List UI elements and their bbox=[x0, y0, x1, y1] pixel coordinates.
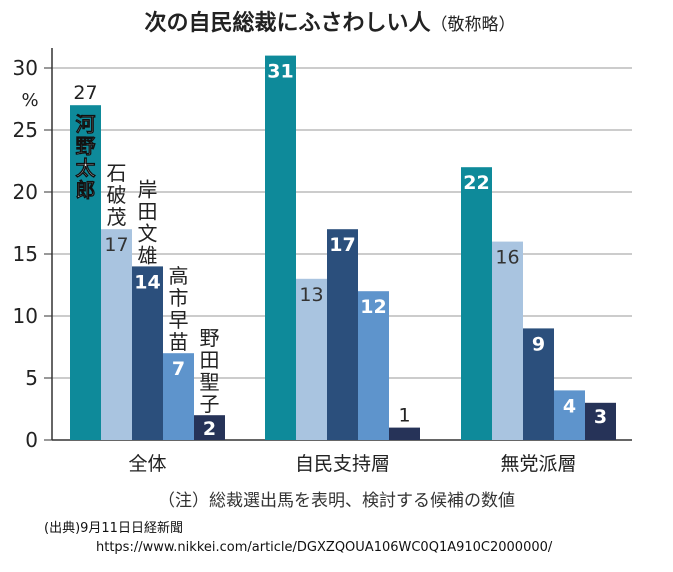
y-tick-label: 25 bbox=[13, 118, 38, 142]
series-name-char: 早 bbox=[169, 308, 189, 332]
data-label: 27 bbox=[73, 82, 97, 104]
data-label: 3 bbox=[594, 406, 607, 428]
y-tick-label: 30 bbox=[13, 56, 38, 80]
y-tick-label: 10 bbox=[13, 304, 38, 328]
x-tick-label: 全体 bbox=[128, 453, 166, 475]
series-name-char: 文 bbox=[138, 221, 158, 245]
bar bbox=[554, 390, 585, 440]
series-name-char: 田 bbox=[200, 348, 220, 372]
bar bbox=[163, 353, 194, 440]
series-name-char: 聖 bbox=[200, 370, 220, 394]
bar bbox=[132, 266, 163, 440]
data-label: 7 bbox=[172, 358, 185, 380]
chart-title-main: 次の自民総裁にふさわしい人 bbox=[144, 10, 430, 36]
series-name-char: 茂 bbox=[107, 205, 127, 229]
chart-title: 次の自民総裁にふさわしい人（敬称略） bbox=[144, 10, 515, 36]
data-label: 1 bbox=[398, 405, 410, 427]
bar bbox=[523, 328, 554, 440]
series-name-char: 苗 bbox=[169, 330, 189, 354]
bar bbox=[585, 402, 616, 440]
data-label: 31 bbox=[267, 61, 293, 83]
data-label: 22 bbox=[463, 172, 489, 194]
series-name-char: 田 bbox=[138, 199, 158, 223]
x-tick-label: 無党派層 bbox=[500, 453, 576, 475]
data-label: 9 bbox=[532, 333, 545, 355]
chart-note: （注）総裁選出馬を表明、検討する候補の数値 bbox=[158, 491, 515, 511]
y-tick-label: 20 bbox=[13, 180, 38, 204]
data-label: 13 bbox=[299, 284, 323, 306]
series-name-char: 野 bbox=[76, 134, 96, 158]
x-tick-label: 自民支持層 bbox=[295, 453, 390, 475]
y-tick-label: 15 bbox=[13, 242, 38, 266]
bar bbox=[265, 55, 296, 440]
bar bbox=[327, 229, 358, 440]
y-tick-label: 5 bbox=[25, 366, 38, 390]
series-name-label: 石破茂 bbox=[107, 161, 127, 229]
chart-title-suffix: （敬称略） bbox=[431, 15, 516, 35]
series-name-char: 野 bbox=[200, 326, 220, 350]
data-label: 2 bbox=[203, 418, 216, 440]
data-label: 17 bbox=[329, 234, 355, 256]
source-url[interactable]: https://www.nikkei.com/article/DGXZQOUA1… bbox=[96, 540, 553, 555]
data-label: 17 bbox=[104, 234, 128, 256]
data-label: 12 bbox=[360, 296, 386, 318]
series-name-char: 高 bbox=[169, 264, 189, 288]
series-name-char: 子 bbox=[200, 392, 220, 416]
bar bbox=[296, 278, 327, 440]
bar bbox=[389, 427, 420, 440]
bar bbox=[358, 291, 389, 440]
series-name-char: 太 bbox=[76, 156, 97, 180]
y-axis-unit: % bbox=[21, 90, 38, 111]
bar bbox=[70, 105, 101, 440]
data-label: 16 bbox=[495, 247, 519, 269]
bar bbox=[194, 415, 225, 440]
series-name-char: 破 bbox=[107, 183, 127, 207]
data-label: 4 bbox=[563, 395, 576, 417]
series-name-char: 石 bbox=[107, 161, 127, 185]
series-name-char: 岸 bbox=[138, 177, 158, 201]
y-tick-label: 0 bbox=[25, 428, 38, 452]
bar bbox=[461, 167, 492, 440]
bar bbox=[492, 241, 523, 440]
series-name-char: 郎 bbox=[76, 178, 96, 202]
series-name-char: 雄 bbox=[138, 243, 158, 267]
source-citation: (出典)9月11日日経新聞 bbox=[44, 521, 183, 536]
bar bbox=[101, 229, 132, 440]
series-name-char: 市 bbox=[169, 286, 189, 310]
series-name-char: 河 bbox=[76, 112, 96, 136]
data-label: 14 bbox=[134, 271, 160, 293]
